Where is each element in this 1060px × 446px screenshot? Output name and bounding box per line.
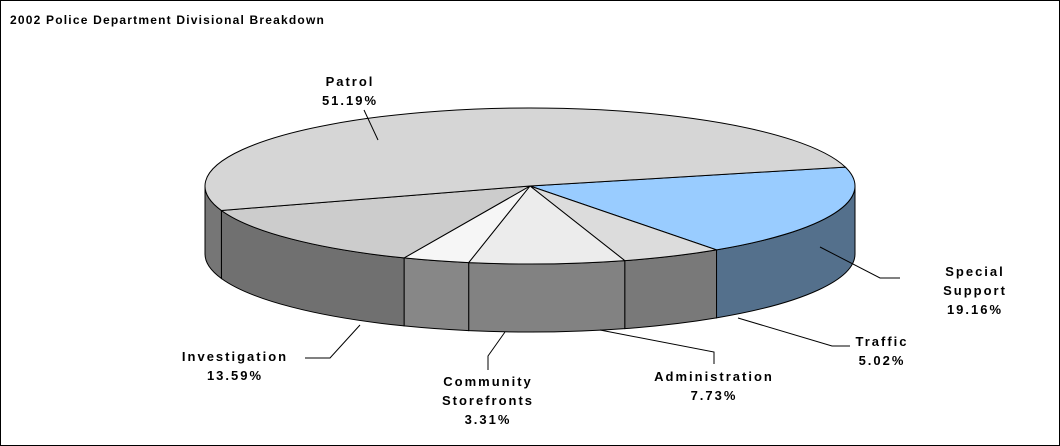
slice-label: Community Storefronts bbox=[441, 374, 535, 408]
leader-line bbox=[305, 324, 361, 359]
slice-value-label: 51.19% bbox=[321, 93, 379, 108]
slice-value-label: 13.59% bbox=[206, 368, 264, 383]
slice-value-label: 19.16% bbox=[946, 302, 1004, 317]
slice-value-label: 5.02% bbox=[858, 353, 906, 368]
slice-label: Traffic bbox=[855, 334, 909, 349]
slice-label: Special Support bbox=[943, 264, 1007, 298]
slice-label: Administration bbox=[654, 369, 774, 384]
pie-side bbox=[403, 257, 470, 332]
pie-slice bbox=[204, 107, 847, 211]
leader-line bbox=[819, 246, 900, 279]
slice-label: Patrol bbox=[325, 74, 375, 89]
pie-slice bbox=[529, 166, 856, 251]
pie-side bbox=[624, 249, 718, 330]
leader-line bbox=[487, 331, 506, 370]
leader-line bbox=[737, 317, 850, 347]
pie-side bbox=[468, 260, 626, 333]
slice-label: Investigation bbox=[181, 349, 289, 364]
leader-line bbox=[599, 329, 715, 364]
pie-slice bbox=[220, 185, 531, 259]
leader-line bbox=[363, 109, 379, 141]
chart-title: 2002 Police Department Divisional Breakd… bbox=[10, 13, 326, 27]
pie-slice bbox=[467, 185, 627, 265]
slice-value-label: 3.31% bbox=[464, 412, 512, 427]
slice-value-label: 7.73% bbox=[690, 388, 738, 403]
